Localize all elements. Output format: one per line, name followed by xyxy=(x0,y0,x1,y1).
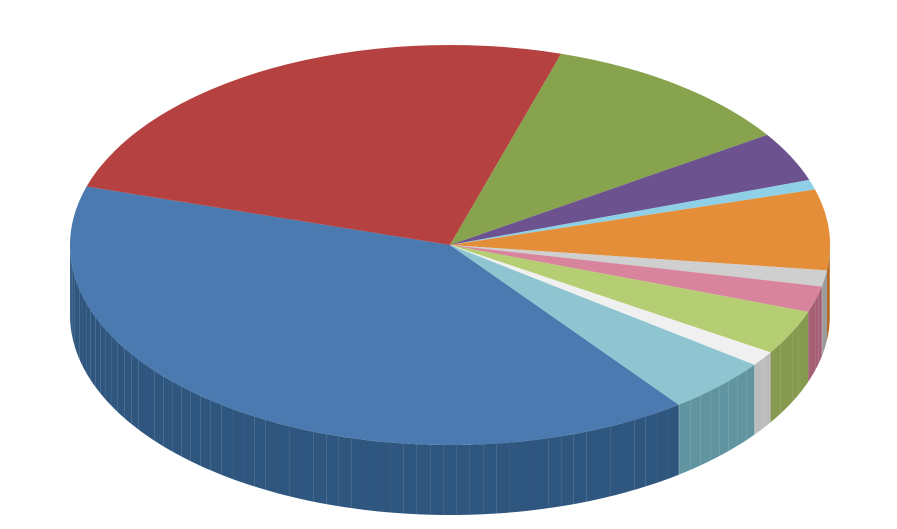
pie-chart-svg xyxy=(0,0,897,529)
pie-chart-3d xyxy=(0,0,897,529)
